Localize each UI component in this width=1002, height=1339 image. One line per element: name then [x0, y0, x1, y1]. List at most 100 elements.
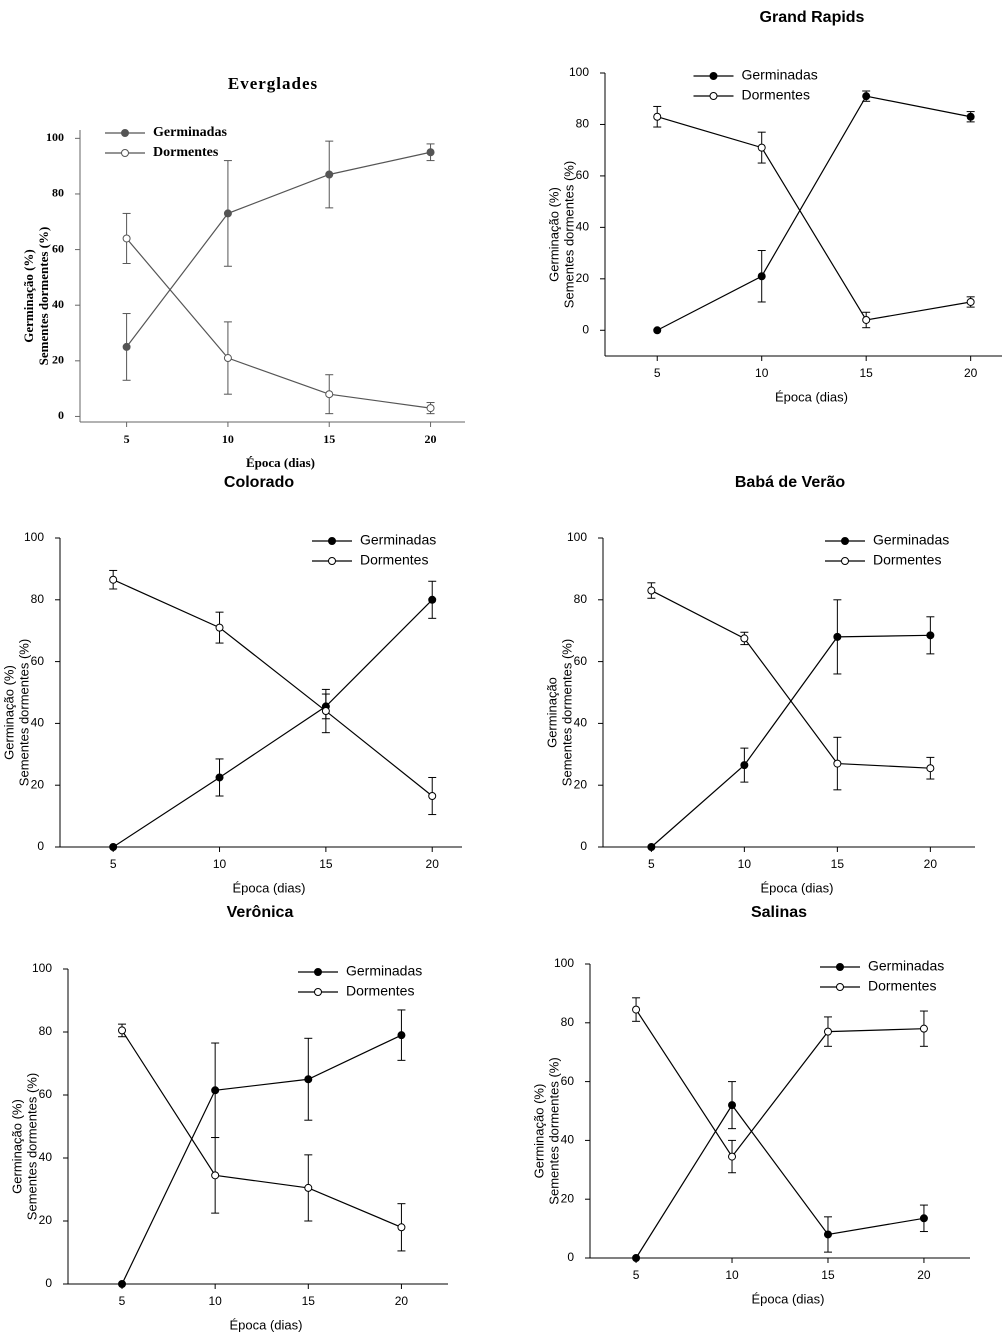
data-point	[211, 1171, 220, 1180]
y-tick-label: 20	[39, 1213, 53, 1227]
y-tick-label: 0	[45, 1276, 52, 1290]
y-axis-label: Sementes dormentes (%)	[561, 161, 576, 308]
chart-title: Colorado	[224, 474, 294, 491]
data-point	[632, 1254, 641, 1262]
y-tick-label: 40	[576, 220, 590, 234]
y-tick-label: 0	[580, 839, 587, 853]
y-axis-label: Sementes dormentes (%)	[546, 1057, 561, 1204]
series-line	[650, 634, 931, 848]
y-tick-label: 60	[576, 168, 590, 182]
y-tick-label: 100	[24, 530, 44, 544]
data-point	[118, 1280, 127, 1288]
data-point	[632, 1005, 641, 1014]
y-tick-label: 40	[52, 297, 64, 311]
y-axis-label: Germinação (%)	[546, 187, 561, 282]
y-tick-label: 40	[39, 1150, 53, 1164]
legend-marker	[836, 983, 844, 991]
chart-title: Grand Rapids	[760, 9, 865, 26]
data-point	[223, 209, 232, 218]
x-tick-label: 15	[323, 432, 335, 446]
x-tick-label: 15	[821, 1268, 835, 1282]
y-tick-label: 60	[52, 241, 64, 255]
y-axis-label: Sementes dormentes (%)	[24, 1073, 39, 1220]
data-point	[109, 575, 118, 584]
data-point	[823, 1230, 832, 1239]
data-point	[926, 764, 935, 773]
chart-title: Salinas	[751, 904, 807, 921]
legend-marker	[328, 557, 336, 565]
data-point	[926, 631, 935, 640]
data-point	[740, 761, 749, 770]
y-tick-label: 0	[582, 322, 589, 336]
legend-marker	[709, 72, 718, 80]
data-point	[728, 1101, 737, 1110]
data-point	[397, 1031, 406, 1040]
x-tick-label: 5	[110, 857, 117, 871]
y-axis-label: Sementes dormentes (%)	[559, 639, 574, 786]
data-point	[653, 326, 662, 335]
x-tick-label: 15	[831, 857, 845, 871]
data-point	[757, 143, 766, 152]
y-tick-label: 40	[561, 1133, 575, 1147]
data-point	[740, 634, 749, 643]
data-point	[833, 632, 842, 641]
series-line	[121, 1030, 402, 1228]
chart-panel: 0 20 40 60 80 100 5 10 15 20 Verônica Época (dias) G…	[9, 904, 448, 1332]
legend-marker	[836, 963, 844, 971]
y-tick-label: 80	[576, 117, 590, 131]
legend-label: Germinadas	[873, 532, 949, 548]
legend-label: Dormentes	[360, 552, 428, 568]
y-tick-label: 20	[31, 777, 45, 791]
y-tick-label: 20	[576, 271, 590, 285]
y-tick-label: 60	[574, 654, 588, 668]
y-tick-label: 0	[567, 1250, 574, 1264]
legend-marker	[314, 968, 322, 976]
y-tick-label: 20	[52, 353, 64, 367]
series-line	[121, 1034, 402, 1285]
chart-panel: 0 20 40 60 80 100 5 10 15 20 Everglades Época (dias…	[21, 74, 465, 470]
x-tick-label: 20	[425, 432, 437, 446]
data-point	[109, 843, 118, 851]
legend-marker	[841, 557, 849, 565]
series-line	[112, 599, 433, 848]
chart-panel: 0 20 40 60 80 100 5 10 15 20 Babá de Verão Época (d…	[544, 474, 975, 895]
data-point	[325, 390, 334, 399]
chart-title: Verônica	[227, 904, 294, 921]
data-point	[757, 272, 766, 281]
data-point	[118, 1026, 127, 1035]
data-point	[966, 112, 975, 121]
y-tick-label: 20	[574, 777, 588, 791]
data-point	[122, 234, 131, 243]
data-point	[211, 1086, 220, 1095]
data-point	[919, 1024, 928, 1033]
y-tick-label: 20	[561, 1191, 575, 1205]
legend-label: Germinadas	[360, 532, 436, 548]
x-tick-label: 10	[755, 366, 769, 380]
y-axis-label: Germinação	[544, 677, 559, 748]
y-tick-label: 40	[574, 716, 588, 730]
series-line	[656, 95, 971, 331]
legend-marker	[121, 129, 129, 137]
y-tick-label: 60	[39, 1087, 53, 1101]
data-point	[304, 1075, 313, 1084]
legend-label: Dormentes	[873, 552, 941, 568]
y-tick-label: 80	[31, 592, 45, 606]
y-tick-label: 100	[554, 956, 574, 970]
x-tick-label: 5	[633, 1268, 640, 1282]
legend-marker	[121, 149, 129, 157]
legend-label: Dormentes	[346, 983, 414, 999]
data-point	[223, 354, 232, 363]
data-point	[862, 315, 871, 324]
data-point	[833, 759, 842, 768]
y-tick-label: 100	[567, 530, 587, 544]
data-point	[215, 623, 224, 632]
legend-label: Germinadas	[868, 958, 944, 974]
x-tick-label: 10	[213, 857, 227, 871]
data-point	[862, 92, 871, 101]
series-line	[126, 238, 431, 409]
y-tick-label: 100	[569, 65, 589, 79]
y-tick-label: 60	[31, 654, 45, 668]
series-line	[635, 1104, 925, 1259]
y-tick-label: 60	[561, 1074, 575, 1088]
y-axis-label: Sementes dormentes (%)	[16, 639, 31, 786]
